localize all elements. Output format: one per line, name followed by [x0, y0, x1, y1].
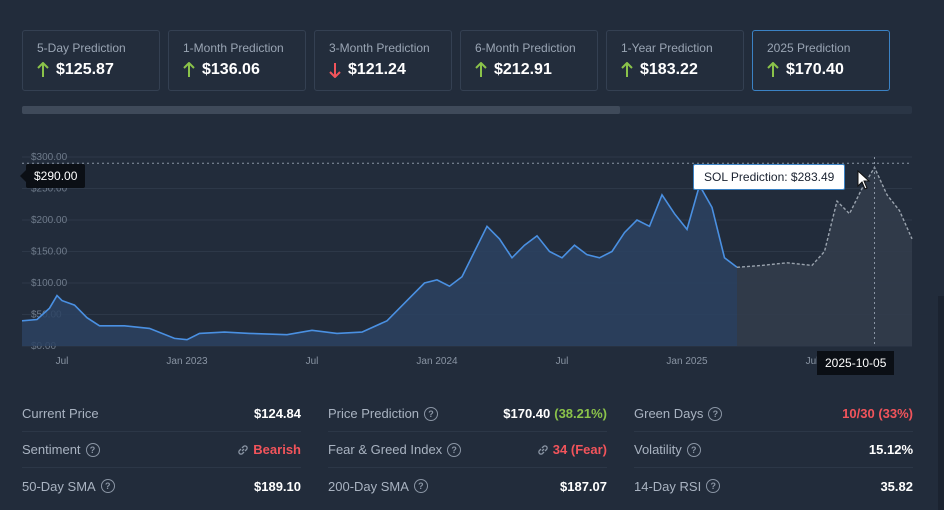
y-tick-label: $100.00 [31, 278, 68, 289]
card-title: 2025 Prediction [767, 41, 851, 55]
crosshair-price-label: $290.00 [19, 164, 86, 188]
stat-value: $189.10 [254, 478, 301, 494]
stat-label: 50-Day SMA [22, 478, 96, 494]
x-axis: Jul Jan 2023 Jul Jan 2024 Jul Jan 2025 Jul [56, 356, 819, 367]
scrollbar-thumb[interactable] [22, 106, 620, 114]
prediction-card-3month[interactable]: 3-Month Prediction $121.24 [314, 30, 452, 91]
stat-value: $187.07 [560, 478, 607, 494]
card-value: $136.06 [202, 61, 260, 78]
x-tick-label: Jan 2024 [416, 356, 458, 367]
stat-value: 35.82 [880, 478, 913, 494]
arrow-down-icon [329, 63, 341, 78]
stat-volatility: Volatility? 15.12% [634, 432, 913, 468]
x-tick-label: Jan 2025 [666, 356, 708, 367]
arrow-up-icon [37, 62, 49, 77]
x-tick-label: Jan 2023 [166, 356, 208, 367]
x-tick-label: Jul [306, 356, 319, 367]
card-title: 5-Day Prediction [37, 41, 126, 55]
info-icon[interactable]: ? [708, 406, 723, 421]
stat-price-prediction: Price Prediction? $170.40 (38.21%) [328, 396, 607, 432]
stat-green-days: Green Days? 10/30 (33%) [634, 396, 913, 432]
card-title: 6-Month Prediction [475, 41, 576, 55]
prediction-card-1month[interactable]: 1-Month Prediction $136.06 [168, 30, 306, 91]
prediction-tooltip: SOL Prediction: $283.49 [693, 164, 846, 190]
card-value: $183.22 [640, 61, 698, 78]
prediction-card-2025[interactable]: 2025 Prediction $170.40 [752, 30, 890, 91]
x-tick-label: Jul [556, 356, 569, 367]
arrow-up-icon [767, 62, 779, 77]
stat-change: (38.21%) [554, 406, 607, 421]
card-value: $170.40 [786, 61, 844, 78]
stat-value: 34 (Fear) [552, 442, 607, 457]
stat-label: Sentiment [22, 442, 81, 457]
card-value: $125.87 [56, 61, 114, 78]
y-tick-label: $150.00 [31, 247, 68, 258]
arrow-up-icon [475, 62, 487, 77]
stat-200day-sma: 200-Day SMA? $187.07 [328, 468, 607, 504]
card-title: 1-Month Prediction [183, 41, 284, 55]
price-area [22, 185, 737, 346]
info-icon[interactable]: ? [100, 479, 115, 493]
link-icon [238, 444, 248, 455]
stat-label: 14-Day RSI [634, 478, 702, 494]
fear-greed-link[interactable]: 34 (Fear) [537, 442, 607, 457]
price-chart[interactable]: $300.00$250.00$200.00$150.00$100.00$50.0… [0, 140, 944, 375]
stat-value: $170.40 [503, 406, 551, 421]
stat-label: Green Days [634, 406, 704, 421]
stat-value: 10/30 (33%) [842, 406, 913, 421]
stat-label: Fear & Greed Index [328, 442, 443, 457]
card-title: 1-Year Prediction [621, 41, 713, 55]
prediction-card-5day[interactable]: 5-Day Prediction $125.87 [22, 30, 160, 91]
stat-label: Price Prediction [328, 406, 420, 421]
stat-current-price: Current Price $124.84 [22, 396, 301, 432]
prediction-cards: 5-Day Prediction $125.87 1-Month Predict… [22, 30, 890, 91]
stat-label: Volatility [634, 442, 682, 457]
horizontal-scrollbar[interactable] [22, 106, 912, 114]
stat-50day-sma: 50-Day SMA? $189.10 [22, 468, 301, 504]
stats-table: Current Price $124.84 Price Prediction? … [22, 396, 914, 504]
stat-label: 200-Day SMA [328, 478, 409, 494]
x-tick-label: Jul [806, 356, 819, 367]
card-value: $212.91 [494, 61, 552, 78]
stat-fear-greed: Fear & Greed Index? 34 (Fear) [328, 432, 607, 468]
info-icon[interactable]: ? [447, 442, 462, 457]
mouse-cursor-icon [857, 170, 871, 190]
info-icon[interactable]: ? [85, 442, 100, 457]
y-tick-label: $200.00 [31, 215, 68, 226]
info-icon[interactable]: ? [413, 479, 428, 493]
y-tick-label: $0.00 [31, 341, 56, 352]
arrow-up-icon [621, 62, 633, 77]
prediction-card-6month[interactable]: 6-Month Prediction $212.91 [460, 30, 598, 91]
sentiment-link[interactable]: Bearish [237, 442, 301, 457]
vertical-scrollbar[interactable] [938, 296, 944, 510]
stat-14day-rsi: 14-Day RSI? 35.82 [634, 468, 913, 504]
price-line [21, 183, 738, 341]
info-icon[interactable]: ? [686, 442, 701, 457]
arrow-up-icon [183, 62, 195, 77]
x-tick-label: Jul [56, 356, 69, 367]
stat-value: $124.84 [254, 406, 301, 421]
stat-sentiment: Sentiment? Bearish [22, 432, 301, 468]
y-tick-label: $250.00 [31, 184, 68, 195]
crosshair-date-label: 2025-10-05 [817, 351, 895, 375]
prediction-line [736, 165, 913, 268]
prediction-card-1year[interactable]: 1-Year Prediction $183.22 [606, 30, 744, 91]
card-value: $121.24 [348, 61, 406, 78]
stat-label: Current Price [22, 406, 99, 421]
stat-value: 15.12% [868, 442, 913, 457]
card-title: 3-Month Prediction [329, 41, 430, 55]
prediction-area [737, 167, 912, 346]
stat-value: Bearish [253, 442, 301, 457]
info-icon[interactable]: ? [424, 406, 439, 421]
link-icon [538, 444, 548, 455]
y-tick-label: $300.00 [31, 152, 68, 163]
info-icon[interactable]: ? [706, 479, 721, 493]
